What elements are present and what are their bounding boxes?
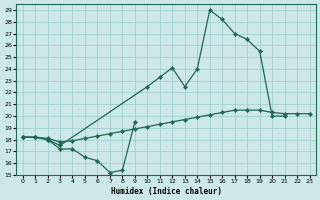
X-axis label: Humidex (Indice chaleur): Humidex (Indice chaleur) [111,187,221,196]
